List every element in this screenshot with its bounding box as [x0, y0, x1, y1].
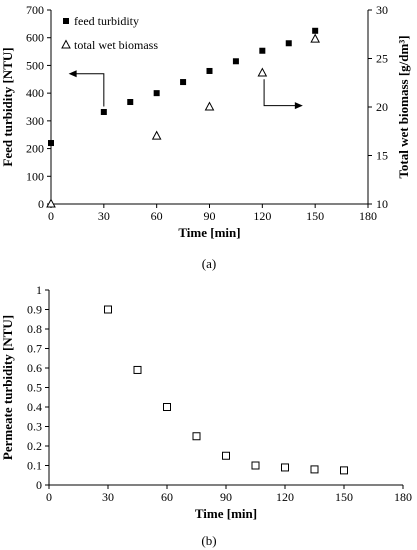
data-point	[127, 99, 134, 106]
data-point	[151, 130, 162, 140]
x-tick-label: 30	[98, 209, 110, 223]
y-tick-label: 0.1	[27, 459, 42, 473]
chart-panel-b: 0 30 60 90 120 150 180 0 0.1 0.2 0.3 0.4 0.5 0.6 0.7 0.…	[0, 283, 412, 548]
arrow-head-left	[68, 70, 77, 78]
y-axis-title: Permeate turbidity [NTU]	[0, 315, 15, 460]
data-point	[232, 58, 239, 65]
data-point	[259, 47, 266, 54]
y-tick-label: 700	[26, 3, 44, 17]
y-tick-label: 400	[26, 86, 44, 100]
data-point	[310, 465, 319, 474]
y2-axis-title: Total wet biomass [g/dm³]	[396, 35, 411, 178]
y-tick-label: 0.7	[27, 342, 42, 356]
data-point	[251, 461, 260, 470]
x-tick-label: 90	[204, 209, 216, 223]
data-point	[48, 140, 54, 147]
data-point	[133, 365, 142, 374]
y2-tick-label: 30	[376, 3, 388, 17]
x-axis-title: Time [min]	[195, 506, 257, 521]
y-tick-label: 300	[26, 114, 44, 128]
y2-tick-label: 20	[376, 100, 388, 114]
data-point	[312, 27, 319, 34]
y-tick-label: 100	[26, 169, 44, 183]
legend-label-total-wet-biomass: total wet biomass	[74, 38, 158, 52]
x-tick-label: 0	[46, 490, 52, 504]
legend-marker-feed-turbidity	[63, 18, 69, 24]
panel-label: (a)	[202, 256, 216, 271]
data-point	[310, 33, 320, 43]
y-tick-label: 0.4	[27, 400, 42, 414]
data-point	[104, 305, 112, 314]
y2-tick-label: 15	[376, 149, 388, 163]
data-point	[257, 67, 268, 77]
x-tick-label: 180	[394, 490, 412, 504]
y-tick-label: 0.6	[27, 361, 42, 375]
data-point	[153, 90, 160, 97]
data-point	[285, 40, 292, 47]
panel-label: (b)	[201, 533, 216, 548]
y2-tick-label: 25	[376, 52, 388, 66]
x-tick-label: 150	[335, 490, 353, 504]
arrow-to-left-axis	[75, 73, 105, 107]
x-tick-label: 90	[220, 490, 232, 504]
x-tick-label: 60	[151, 209, 163, 223]
x-tick-label: 150	[306, 209, 324, 223]
data-point	[192, 432, 201, 441]
y-tick-label: 600	[26, 31, 44, 45]
legend-marker-total-wet-biomass	[61, 39, 71, 49]
data-point	[281, 463, 289, 472]
y-tick-label: 0.8	[27, 322, 42, 336]
data-point	[206, 67, 213, 74]
chart-panel-a: 0 30 60 90 120 150 180 0 100 200 300 400 500 600 700 10…	[0, 3, 411, 271]
x-tick-label: 120	[276, 490, 294, 504]
x-tick-label: 60	[161, 490, 173, 504]
x-tick-label: 0	[48, 209, 54, 223]
arrow-to-right-axis	[263, 79, 296, 107]
data-point	[163, 403, 171, 411]
y-tick-label: 0.2	[27, 439, 42, 453]
data-point	[46, 198, 56, 208]
y-tick-label: 0	[36, 478, 42, 492]
arrow-head-right	[294, 102, 303, 110]
y-tick-label: 0.3	[27, 420, 42, 434]
data-point	[340, 466, 348, 475]
x-tick-label: 30	[102, 490, 114, 504]
legend-label-feed-turbidity: feed turbidity	[74, 14, 139, 28]
y-axis-title: Feed turbidity [NTU]	[0, 47, 15, 166]
x-tick-label: 180	[359, 209, 377, 223]
data-point	[204, 101, 215, 111]
data-point	[180, 79, 187, 86]
data-point	[100, 108, 107, 115]
data-point	[222, 451, 230, 460]
y-tick-label: 0	[38, 197, 44, 211]
x-axis-title: Time [min]	[178, 225, 240, 240]
y-tick-label: 0.9	[27, 303, 42, 317]
y2-tick-label: 10	[376, 197, 388, 211]
y-tick-label: 500	[26, 58, 44, 72]
y-tick-label: 0.5	[27, 381, 42, 395]
y-tick-label: 1	[36, 283, 42, 297]
x-tick-label: 120	[253, 209, 271, 223]
y-tick-label: 200	[26, 142, 44, 156]
